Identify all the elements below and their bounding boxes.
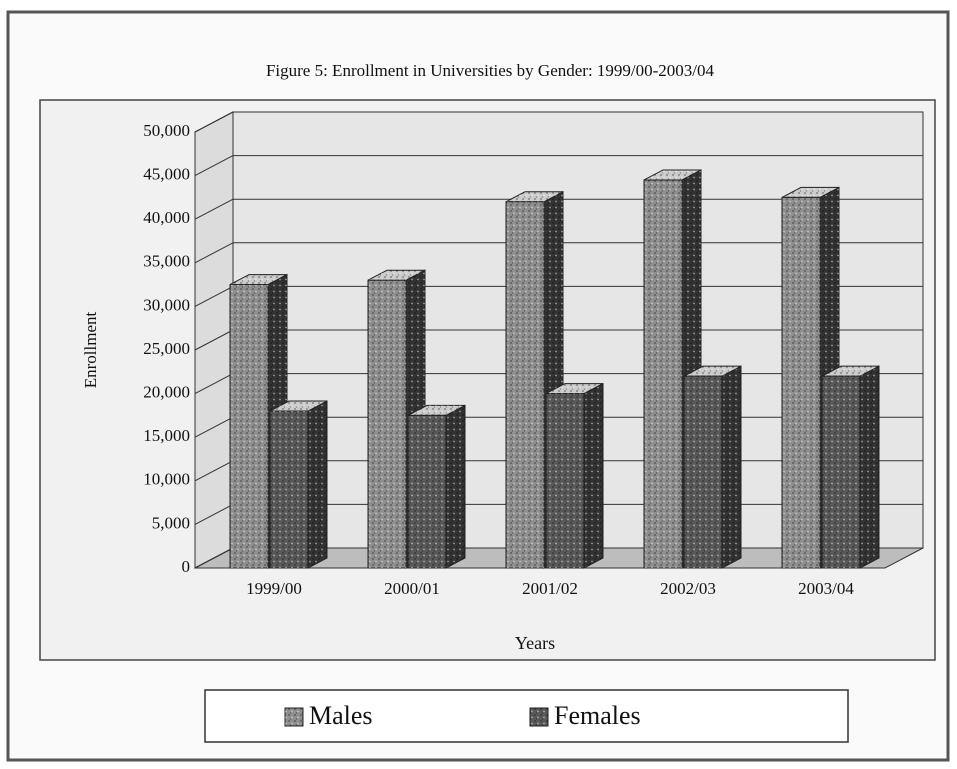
bar-texture — [822, 376, 860, 568]
legend-box — [204, 689, 849, 743]
y-tick-label: 45,000 — [143, 165, 190, 184]
chart-title: Figure 5: Enrollment in Universities by … — [266, 61, 715, 80]
grid-line — [194, 198, 234, 220]
grid-line — [194, 329, 234, 351]
y-tick-label: 10,000 — [143, 470, 190, 489]
bar-top-texture — [270, 401, 327, 412]
x-tick-label: 1999/00 — [246, 579, 302, 598]
y-tick-label: 30,000 — [143, 295, 190, 314]
y-tick-label: 50,000 — [143, 121, 190, 140]
grid-line — [194, 503, 234, 525]
grid-line — [194, 416, 234, 438]
bar-top-texture — [408, 405, 465, 416]
bar-side-texture — [722, 366, 741, 568]
bar-side-texture — [308, 401, 327, 568]
grid-line — [194, 155, 234, 177]
x-tick-label: 2003/04 — [798, 579, 854, 598]
y-tick-label: 25,000 — [143, 339, 190, 358]
bar-texture — [546, 393, 584, 568]
bar-texture — [644, 179, 682, 568]
bar-texture — [230, 284, 268, 568]
bar-top-texture — [684, 366, 741, 377]
grid-line — [194, 373, 234, 395]
grid-line — [194, 111, 234, 133]
bar-top-texture — [506, 191, 563, 202]
x-tick-label: 2000/01 — [384, 579, 440, 598]
x-tick-label: 2001/02 — [522, 579, 578, 598]
y-tick-label: 40,000 — [143, 208, 190, 227]
bar-side-texture — [584, 383, 603, 568]
bar-top-texture — [368, 270, 425, 281]
bar-texture — [270, 411, 308, 568]
bar-top-texture — [822, 366, 879, 377]
y-tick-label: 35,000 — [143, 252, 190, 271]
y-tick-label: 15,000 — [143, 426, 190, 445]
legend-swatch-texture — [530, 708, 548, 726]
bar-texture — [782, 197, 820, 568]
y-tick-label: 20,000 — [143, 383, 190, 402]
bar-top-texture — [782, 187, 839, 198]
bar-texture — [506, 201, 544, 568]
grid-line — [194, 460, 234, 482]
grid-line — [194, 242, 234, 264]
x-axis-label: Years — [515, 633, 555, 653]
grid-line — [194, 285, 234, 307]
x-tick-label: 2002/03 — [660, 579, 716, 598]
bar-top-texture — [546, 383, 603, 394]
legend-label: Males — [309, 701, 373, 730]
y-tick-label: 5,000 — [152, 513, 190, 532]
bar-side-texture — [860, 366, 879, 568]
legend-label: Females — [554, 701, 641, 730]
bar-side-texture — [446, 405, 465, 568]
bar-texture — [408, 415, 446, 568]
bar-texture — [684, 376, 722, 568]
bar-texture — [368, 280, 406, 568]
y-tick-label: 0 — [182, 557, 191, 576]
grid-line — [194, 547, 234, 569]
bar-top-texture — [644, 169, 701, 180]
legend-swatch-texture — [285, 708, 303, 726]
bar-top-texture — [230, 274, 287, 285]
y-axis-label: Enrollment — [81, 311, 100, 388]
